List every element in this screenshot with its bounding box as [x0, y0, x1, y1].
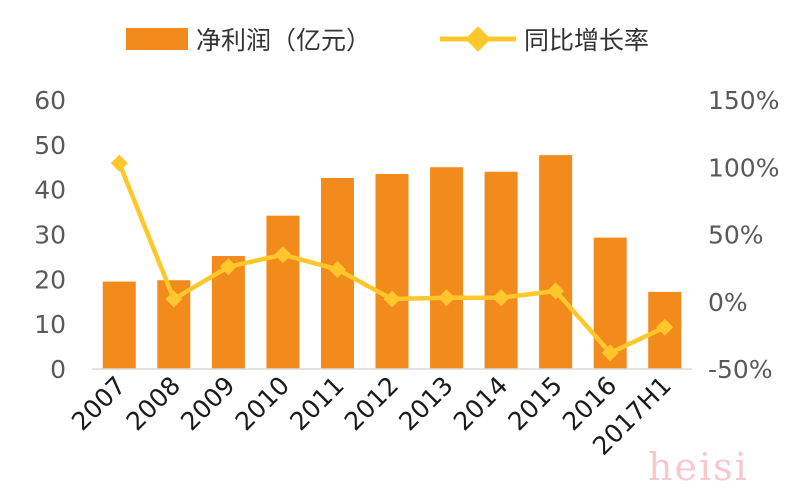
bar-2007: [102, 281, 136, 369]
legend-bar-swatch: [126, 28, 188, 50]
line-layer: [110, 154, 674, 362]
y-left-tick: 20: [34, 265, 66, 294]
y-right-tick: -50%: [708, 355, 773, 384]
bar-2010: [266, 215, 300, 369]
y-left-tick: 60: [34, 86, 66, 115]
y-right-tick: 100%: [708, 153, 779, 182]
x-tick-2011: 2011: [284, 371, 349, 436]
growth-marker-2016: [601, 344, 619, 362]
y-left-tick: 10: [34, 310, 66, 339]
bar-2012: [375, 173, 409, 369]
y-right-tick: 150%: [708, 86, 779, 115]
growth-marker-2015: [547, 282, 565, 300]
x-tick-2013: 2013: [393, 371, 458, 436]
growth-marker-2008: [165, 290, 183, 308]
growth-marker-2012: [383, 290, 401, 308]
legend-line-label: 同比增长率: [524, 26, 649, 55]
x-tick-2012: 2012: [339, 371, 404, 436]
x-tick-2008: 2008: [121, 371, 186, 436]
y-left-tick: 50: [34, 131, 66, 160]
x-tick-2015: 2015: [502, 371, 567, 436]
x-tick-2014: 2014: [448, 371, 513, 436]
growth-marker-2009: [219, 258, 237, 276]
y-right-tick: 50%: [708, 221, 764, 250]
legend: 净利润（亿元） 同比增长率: [126, 26, 649, 55]
y-left-tick: 0: [50, 355, 66, 384]
bar-2013: [430, 167, 464, 369]
bar-2014: [484, 171, 518, 369]
growth-marker-2017H1: [656, 318, 674, 336]
growth-marker-2014: [492, 289, 510, 307]
growth-marker-2013: [438, 289, 456, 307]
growth-marker-2010: [274, 246, 292, 264]
y-left-tick: 40: [34, 176, 66, 205]
growth-marker-2007: [110, 154, 128, 172]
x-tick-2010: 2010: [230, 371, 295, 436]
x-tick-2009: 2009: [175, 371, 240, 436]
x-tick-2007: 2007: [66, 371, 131, 436]
y-right-tick: 0%: [708, 288, 748, 317]
y-left-tick: 30: [34, 221, 66, 250]
watermark: heisi: [648, 445, 749, 489]
bar-2015: [539, 155, 573, 369]
growth-marker-2011: [328, 260, 346, 278]
legend-bar-label: 净利润（亿元）: [196, 26, 371, 55]
legend-line-marker: [465, 26, 491, 52]
